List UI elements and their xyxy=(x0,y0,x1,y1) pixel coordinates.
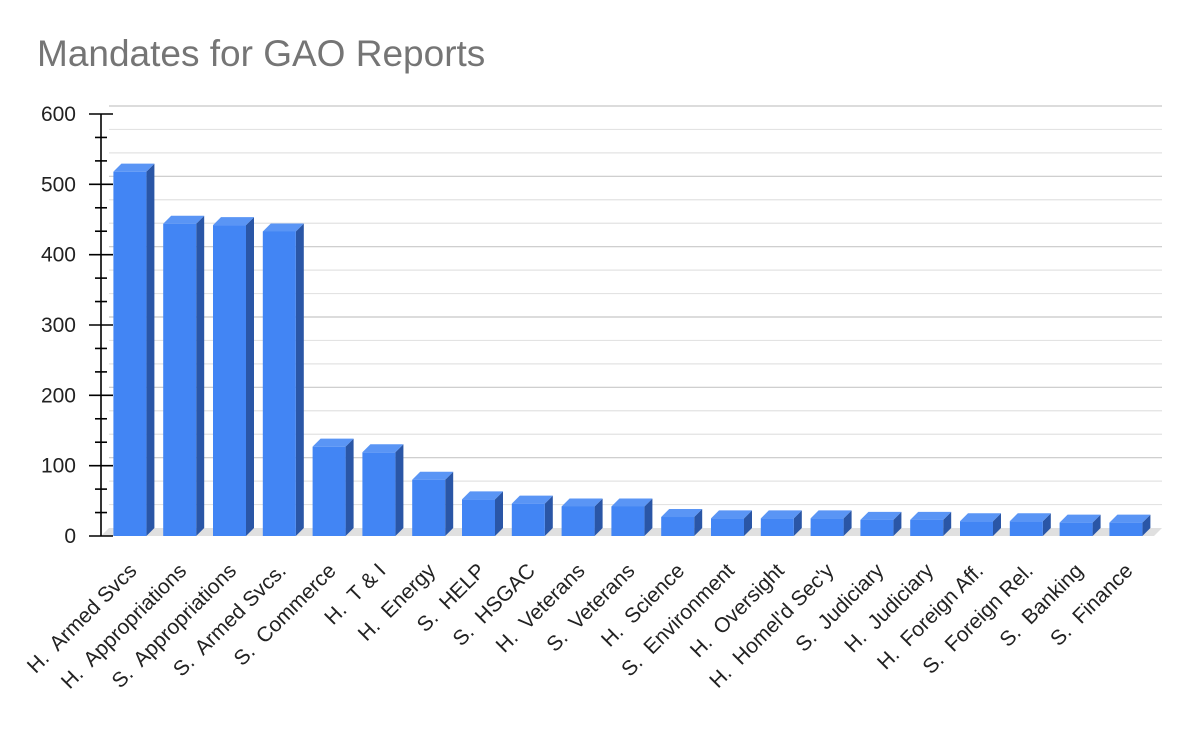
bar-front xyxy=(1009,521,1043,536)
bar-front xyxy=(1059,522,1093,536)
bar-side xyxy=(943,511,952,536)
bar-side xyxy=(1092,514,1101,536)
bar-top xyxy=(611,498,653,507)
bar-side xyxy=(246,217,254,537)
bar-side xyxy=(146,163,155,536)
bar-front xyxy=(412,479,446,536)
bar-side xyxy=(1042,513,1051,536)
bar xyxy=(810,510,852,536)
bar-front xyxy=(760,518,794,536)
bar-side xyxy=(744,510,752,536)
bar-front xyxy=(611,506,645,536)
bar-side xyxy=(345,438,354,536)
bar-side xyxy=(893,511,902,536)
bar xyxy=(960,513,1001,536)
y-tick-label: 100 xyxy=(41,455,76,478)
bar xyxy=(611,498,653,536)
bar-front xyxy=(213,225,246,537)
bar-side xyxy=(445,471,454,536)
bar-side xyxy=(993,513,1001,536)
bar-top xyxy=(910,511,952,520)
bar-top xyxy=(113,163,155,172)
bar-side xyxy=(793,510,802,536)
bar xyxy=(362,444,404,536)
bar-top xyxy=(511,495,553,504)
bar-top xyxy=(760,510,802,519)
y-tick-label: 400 xyxy=(41,244,76,267)
bar xyxy=(213,217,254,537)
bar-top xyxy=(1109,514,1151,523)
bar-top xyxy=(163,215,205,224)
bar-front xyxy=(711,518,744,536)
bar-side xyxy=(395,444,404,536)
bar-front xyxy=(163,223,197,536)
bar-side xyxy=(295,223,304,536)
bar-front xyxy=(262,231,296,536)
y-tick-label: 500 xyxy=(41,173,76,196)
bar-side xyxy=(644,498,653,536)
y-tick-label: 200 xyxy=(41,384,76,407)
bars xyxy=(113,163,1151,537)
y-axis: 0 100 200 300 400 500 600 xyxy=(41,103,113,548)
bar-side xyxy=(843,510,852,536)
bar-top xyxy=(561,498,603,507)
bar-top xyxy=(1009,513,1051,522)
bar-top xyxy=(810,510,852,519)
bar-front xyxy=(1109,522,1143,536)
bar xyxy=(1109,514,1151,536)
bar-top xyxy=(412,471,454,480)
bar xyxy=(462,491,503,536)
bar-top xyxy=(213,217,254,226)
bar xyxy=(262,223,304,536)
bar xyxy=(561,498,603,536)
bar-side xyxy=(495,491,503,536)
bar xyxy=(910,511,952,536)
bar xyxy=(711,510,752,536)
bar-top xyxy=(711,510,752,519)
bar xyxy=(163,215,205,536)
bar xyxy=(412,471,454,536)
bar-top xyxy=(262,223,304,232)
bar-front xyxy=(113,171,147,536)
bar xyxy=(113,163,155,536)
bar-front xyxy=(462,499,495,536)
bar-top xyxy=(312,438,354,447)
bar-front xyxy=(910,519,944,536)
y-tick-label: 0 xyxy=(64,525,76,548)
bar xyxy=(1059,514,1101,536)
bar-front xyxy=(362,452,396,536)
bar-side xyxy=(594,498,603,536)
y-tick-label: 300 xyxy=(41,314,76,337)
bar xyxy=(312,438,354,536)
bar-side xyxy=(1142,514,1151,536)
bar-side xyxy=(694,509,703,536)
bar-top xyxy=(661,509,703,518)
bar-side xyxy=(196,215,205,536)
bar-top xyxy=(362,444,404,453)
bar-side xyxy=(544,495,553,536)
bar-front xyxy=(810,518,844,536)
bar xyxy=(1009,513,1051,536)
bar-front xyxy=(511,503,545,536)
bar-top xyxy=(860,511,902,520)
bar xyxy=(511,495,553,536)
bar-front xyxy=(661,517,695,536)
bar-front xyxy=(561,506,595,536)
bar-front xyxy=(860,519,894,536)
gridlines xyxy=(101,105,1162,536)
bar-front xyxy=(312,446,346,536)
bar xyxy=(760,510,802,536)
bar xyxy=(661,509,703,536)
bar-front xyxy=(960,521,993,536)
bar-top xyxy=(1059,514,1101,523)
y-tick-label: 600 xyxy=(41,103,76,126)
bar-top xyxy=(960,513,1001,522)
bar xyxy=(860,511,902,536)
chart-title: Mandates for GAO Reports xyxy=(37,33,486,74)
bar-top xyxy=(462,491,503,500)
